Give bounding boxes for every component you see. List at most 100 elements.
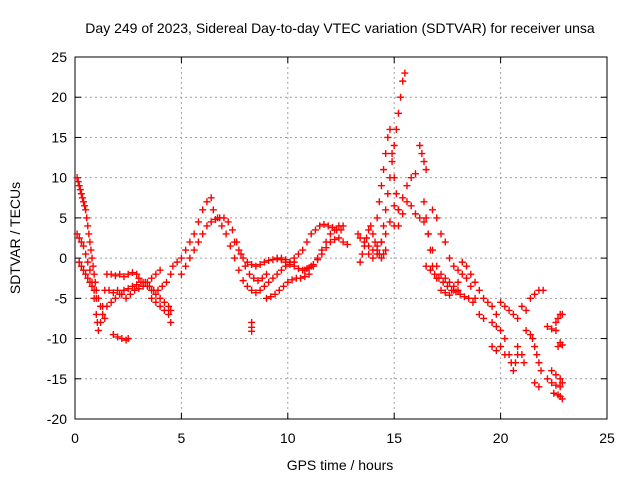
data-point (356, 234, 364, 242)
data-point (109, 331, 117, 339)
data-point (235, 266, 243, 274)
data-point (203, 222, 211, 230)
data-point (118, 335, 126, 343)
data-point (480, 294, 488, 302)
data-point (254, 277, 262, 285)
data-point (443, 282, 451, 290)
data-point (399, 77, 407, 85)
data-point (277, 256, 285, 264)
data-point (94, 327, 102, 335)
data-point (139, 282, 147, 290)
data-point (114, 286, 122, 294)
data-point (248, 261, 256, 269)
data-point (371, 238, 379, 246)
data-point (77, 190, 85, 198)
data-point (403, 182, 411, 190)
data-point (339, 238, 347, 246)
data-point (497, 327, 505, 335)
y-tick-label: 20 (51, 89, 67, 105)
data-point (531, 290, 539, 298)
data-point (377, 238, 385, 246)
data-point (390, 174, 398, 182)
data-point (76, 186, 84, 194)
data-point (143, 278, 151, 286)
data-point (384, 190, 392, 198)
data-point (552, 381, 560, 389)
data-point (420, 218, 428, 226)
data-point (520, 359, 528, 367)
data-point (463, 262, 471, 270)
data-point (87, 246, 95, 254)
data-point (80, 266, 88, 274)
data-point (297, 274, 305, 282)
data-point (382, 246, 390, 254)
data-point (403, 198, 411, 206)
data-point (314, 256, 322, 264)
data-point (511, 359, 519, 367)
data-point (388, 158, 396, 166)
data-point (148, 294, 156, 302)
data-point (78, 194, 86, 202)
data-point (305, 270, 313, 278)
data-point (275, 286, 283, 294)
data-point (320, 220, 328, 228)
data-point (471, 278, 479, 286)
data-point (392, 125, 400, 133)
data-point (429, 262, 437, 270)
x-tick-label: 15 (386, 430, 402, 446)
y-tick-label: -5 (55, 290, 68, 306)
data-point (373, 214, 381, 222)
data-point (133, 270, 141, 278)
data-point (218, 222, 226, 230)
data-point (128, 282, 136, 290)
data-point (128, 269, 136, 277)
data-point (75, 234, 83, 242)
data-point (248, 327, 256, 335)
data-point (437, 270, 445, 278)
data-point (286, 258, 294, 266)
data-point (277, 266, 285, 274)
data-point (446, 254, 454, 262)
data-point (424, 230, 432, 238)
data-point (167, 270, 175, 278)
data-point (420, 198, 428, 206)
data-point (156, 266, 164, 274)
data-point (369, 246, 377, 254)
data-point (380, 222, 388, 230)
data-point (243, 258, 251, 266)
data-point (556, 383, 564, 391)
data-point (80, 242, 88, 250)
data-point (471, 294, 479, 302)
data-point (450, 286, 458, 294)
data-point (454, 266, 462, 274)
data-point (90, 270, 98, 278)
data-point (488, 343, 496, 351)
data-point (82, 250, 90, 258)
data-point (207, 194, 215, 202)
data-point (73, 230, 81, 238)
data-point (543, 322, 551, 330)
data-point (152, 290, 160, 298)
data-point (307, 230, 315, 238)
data-point (475, 310, 483, 318)
data-point (437, 230, 445, 238)
data-point (271, 290, 279, 298)
data-point (548, 379, 556, 387)
data-point (239, 254, 247, 262)
data-point (526, 294, 534, 302)
data-point (488, 318, 496, 326)
data-point (167, 318, 175, 326)
data-point (88, 254, 96, 262)
data-point (533, 351, 541, 359)
data-point (420, 158, 428, 166)
data-point (390, 141, 398, 149)
data-point (522, 306, 530, 314)
data-point (399, 210, 407, 218)
data-point (199, 230, 207, 238)
data-point (480, 314, 488, 322)
data-point (133, 281, 141, 289)
data-point (152, 298, 160, 306)
x-tick-label: 10 (280, 430, 296, 446)
data-point (358, 250, 366, 258)
